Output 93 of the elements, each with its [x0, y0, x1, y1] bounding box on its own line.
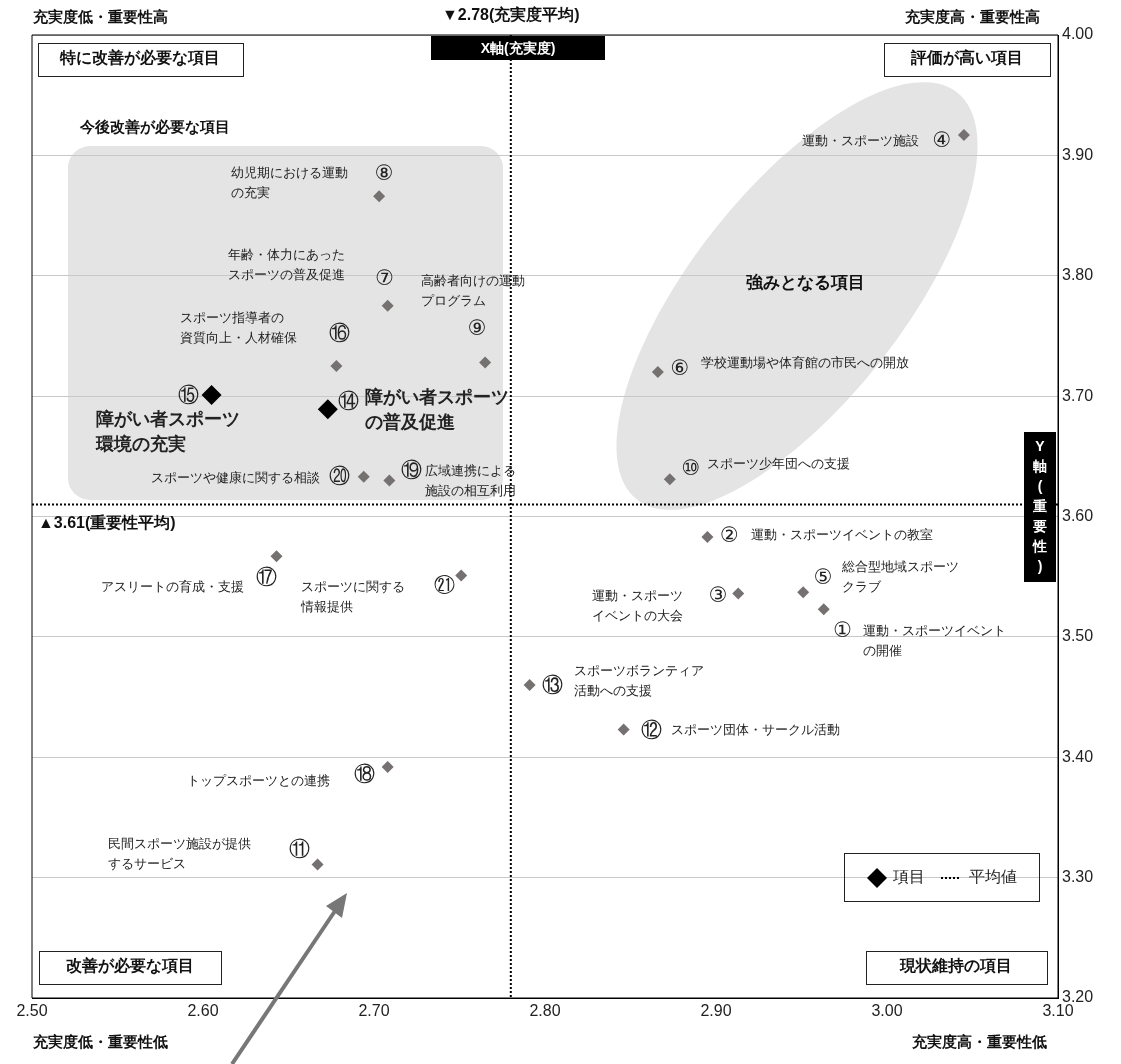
annotation: ⑲ — [399, 458, 423, 483]
annotation: 運動・スポーツイベントの教室 — [751, 525, 934, 544]
annotation: ④ — [931, 127, 953, 152]
annotation: ① — [832, 618, 854, 643]
y-tick-label: 4.00 — [1062, 25, 1094, 43]
annotation: ⑰ — [255, 565, 278, 590]
annotation: トップスポーツとの連携 — [186, 771, 330, 790]
x-tick-label: 2.80 — [529, 1002, 561, 1020]
legend-label: 項目 — [893, 867, 925, 887]
annotation: アスリートの育成・支援 — [100, 578, 244, 597]
x-tick-label: 2.60 — [187, 1002, 219, 1020]
annotation: スポーツ指導者の資質向上・人材確保 — [180, 309, 298, 348]
annotation: 運動・スポーツイベントの開催 — [862, 622, 1006, 661]
point — [311, 858, 324, 871]
point — [617, 723, 630, 736]
annotation: 民間スポーツ施設が提供するサービス — [107, 835, 251, 874]
annotation: ⑨ — [466, 316, 488, 341]
y-tick-label: 3.30 — [1062, 868, 1094, 886]
y-tick-label: 3.60 — [1062, 506, 1094, 524]
annotation: ⑤ — [812, 565, 834, 590]
point — [317, 399, 338, 420]
annotation: 平均値 — [969, 867, 1017, 887]
y-tick-label: 3.40 — [1062, 747, 1094, 765]
x-tick-label: 3.10 — [1042, 1002, 1074, 1020]
text: 充実度低・重要性高 — [33, 7, 168, 27]
annotation: 現状維持の項目 — [898, 956, 1013, 976]
x-tick-label: 3.00 — [871, 1002, 903, 1020]
ref-line-label: ▼2.78(充実度平均) — [440, 5, 581, 25]
x-tick-label: 2.90 — [700, 1002, 732, 1020]
annotation: ㉑ — [432, 573, 456, 598]
y-axis-title: Y軸(重要性) — [1031, 437, 1048, 576]
annotation: 年齢・体力にあったスポーツの普及促進 — [227, 245, 345, 284]
annotation: 障がい者スポーツの普及促進 — [364, 386, 509, 435]
annotation: 運動・スポーツ施設 — [801, 131, 919, 150]
annotation: ② — [719, 522, 740, 547]
text: 充実度低・重要性低 — [33, 1032, 168, 1052]
annotation: 運動・スポーツイベントの大会 — [592, 586, 684, 625]
annotation: 強みとなる項目 — [744, 273, 866, 293]
point — [523, 679, 536, 692]
text: 充実度高・重要性低 — [912, 1032, 1047, 1052]
annotation: 総合型地域スポーツクラブ — [842, 558, 960, 597]
annotation: ⑪ — [288, 837, 312, 862]
point — [357, 470, 370, 483]
annotation: ⑮ — [177, 382, 201, 407]
annotation: ⑩ — [680, 456, 702, 481]
annotation: 広域連携による施設の相互利用 — [425, 462, 517, 501]
point — [701, 530, 714, 543]
point — [651, 366, 664, 379]
point — [455, 569, 468, 582]
point — [479, 356, 492, 369]
point — [732, 587, 745, 600]
y-tick-label: 3.80 — [1062, 266, 1094, 284]
point — [797, 586, 810, 599]
annotation: スポーツボランティア活動への支援 — [573, 662, 704, 700]
annotation: ⑬ — [541, 673, 565, 698]
annotation: スポーツ団体・サークル活動 — [670, 720, 840, 739]
annotation: ③ — [707, 582, 729, 607]
annotation: ⑦ — [374, 265, 396, 290]
annotation: ⑧ — [373, 161, 395, 186]
annotation: 特に改善が必要な項目 — [59, 48, 221, 69]
annotation: 高齢者向けの運動プログラム — [421, 272, 526, 311]
annotation: スポーツに関する情報提供 — [301, 578, 406, 617]
annotation: スポーツ少年団への支援 — [706, 455, 850, 474]
annotation: ⑥ — [669, 356, 691, 381]
point — [201, 384, 222, 405]
annotation: スポーツや健康に関する相談 — [150, 468, 320, 487]
annotation: 評価が高い項目 — [909, 48, 1024, 68]
ref-line-label: ▲3.61(重要性平均) — [38, 513, 176, 534]
annotation: 改善が必要な項目 — [64, 956, 195, 977]
point — [663, 473, 676, 486]
annotation: ⑱ — [353, 761, 377, 786]
y-tick-label: 3.70 — [1062, 386, 1094, 404]
x-tick-label: 2.70 — [358, 1002, 390, 1020]
annotation: 今後改善が必要な項目 — [80, 117, 230, 137]
point — [381, 760, 394, 773]
annotation: 障がい者スポーツ環境の充実 — [95, 407, 240, 456]
annotation: ⑯ — [327, 321, 351, 346]
point — [373, 190, 386, 203]
x-tick-label: 2.50 — [16, 1002, 48, 1020]
annotation: 学校運動場や体育館の市民への開放 — [700, 354, 909, 373]
annotation: ⑭ — [337, 389, 361, 414]
point — [270, 550, 283, 563]
annotation: ⑳ — [328, 463, 352, 488]
point — [817, 603, 830, 616]
point — [957, 128, 970, 141]
point — [383, 474, 396, 487]
y-tick-label: 3.90 — [1062, 145, 1094, 163]
point — [381, 299, 394, 312]
y-tick-label: 3.50 — [1062, 627, 1094, 645]
annotation: ⑫ — [640, 717, 664, 742]
point — [330, 360, 343, 373]
text: 充実度高・重要性高 — [905, 7, 1040, 27]
annotation: 幼児期における運動の充実 — [231, 164, 349, 203]
